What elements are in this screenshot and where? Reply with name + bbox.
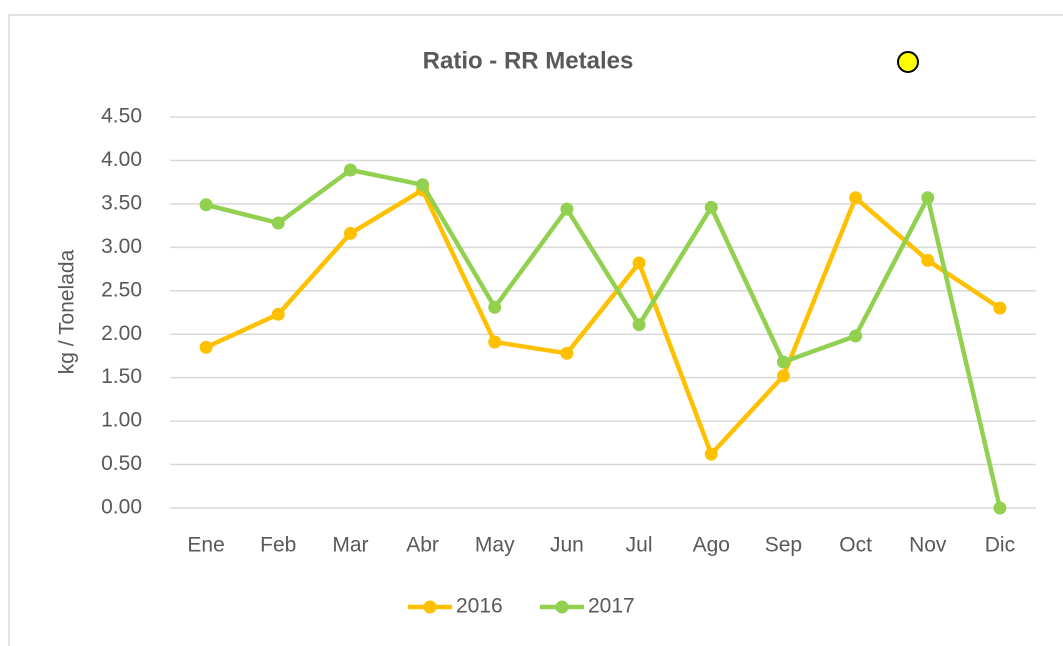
chart-title: Ratio - RR Metales bbox=[423, 47, 634, 74]
y-tick-label: 0.00 bbox=[101, 496, 142, 519]
x-tick-label: Nov bbox=[909, 534, 947, 557]
point bbox=[704, 200, 718, 214]
point bbox=[488, 335, 502, 349]
point bbox=[560, 202, 574, 216]
point bbox=[343, 163, 357, 177]
point bbox=[488, 300, 502, 314]
point bbox=[776, 369, 790, 383]
legend-label: 2016 bbox=[456, 595, 503, 618]
point bbox=[416, 178, 430, 192]
point bbox=[849, 191, 863, 205]
point bbox=[560, 346, 574, 360]
decoration-circle bbox=[897, 51, 919, 73]
point bbox=[704, 447, 718, 461]
point bbox=[199, 198, 213, 212]
y-tick-label: 1.50 bbox=[101, 365, 142, 388]
x-tick-label: Dic bbox=[985, 534, 1015, 557]
chart-frame bbox=[8, 14, 1063, 646]
legend-marker bbox=[555, 600, 569, 614]
point bbox=[776, 355, 790, 369]
x-tick-label: Oct bbox=[839, 534, 872, 557]
point bbox=[921, 191, 935, 205]
legend-label: 2017 bbox=[588, 595, 635, 618]
x-tick-label: Ago bbox=[693, 534, 730, 557]
point bbox=[921, 253, 935, 267]
y-tick-label: 2.00 bbox=[101, 322, 142, 345]
y-tick-label: 4.50 bbox=[101, 105, 142, 128]
point bbox=[632, 256, 646, 270]
point bbox=[632, 318, 646, 332]
legend-marker bbox=[423, 600, 437, 614]
y-tick-label: 1.00 bbox=[101, 409, 142, 432]
series-line bbox=[205, 187, 1002, 457]
x-tick-label: May bbox=[475, 534, 515, 557]
x-tick-label: Sep bbox=[765, 534, 802, 557]
series-line bbox=[205, 167, 1003, 509]
x-tick-label: Jul bbox=[626, 534, 653, 557]
x-tick-label: Jun bbox=[550, 534, 584, 557]
y-axis-label: kg / Tonelada bbox=[56, 249, 79, 374]
point bbox=[993, 301, 1007, 315]
point bbox=[343, 226, 357, 240]
point bbox=[271, 307, 285, 321]
x-tick-label: Ene bbox=[187, 534, 224, 557]
y-tick-label: 2.50 bbox=[101, 278, 142, 301]
x-tick-label: Feb bbox=[260, 534, 296, 557]
point bbox=[271, 216, 285, 230]
y-tick-label: 3.50 bbox=[101, 191, 142, 214]
point bbox=[993, 501, 1007, 515]
y-tick-label: 3.00 bbox=[101, 235, 142, 258]
y-tick-label: 0.50 bbox=[101, 452, 142, 475]
x-tick-label: Abr bbox=[406, 534, 439, 557]
x-tick-label: Mar bbox=[332, 534, 368, 557]
point bbox=[849, 329, 863, 343]
point bbox=[199, 340, 213, 354]
y-tick-label: 4.00 bbox=[101, 148, 142, 171]
